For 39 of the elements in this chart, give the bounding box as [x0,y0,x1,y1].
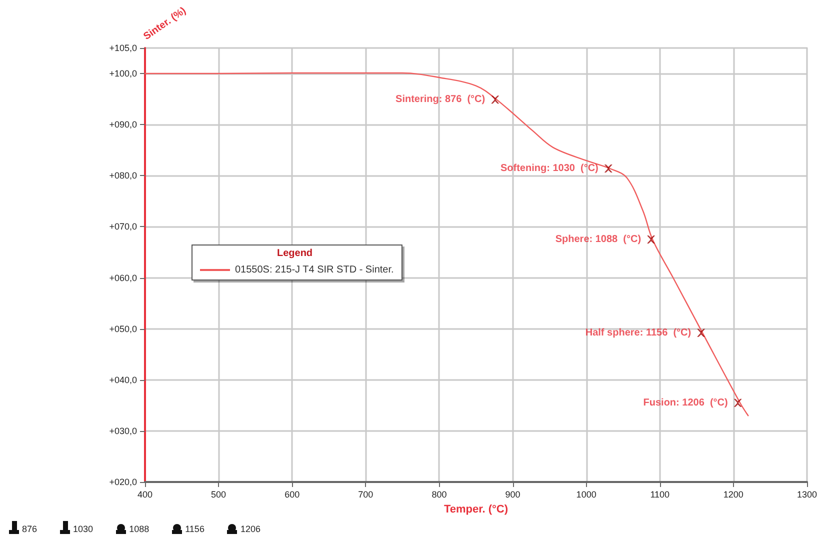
x-tick-label: 700 [358,490,374,500]
point [604,164,612,172]
annotation: Fusion: 1206 (°C) [643,397,728,408]
y-tick-label: +070,0 [109,222,137,232]
point [491,96,500,104]
y-tick-label: +030,0 [109,426,137,436]
x-tick-label: 600 [284,490,300,500]
text: 1156 [185,524,204,534]
x-tick-label: 500 [211,490,226,500]
text: 1206 [240,524,260,534]
annotation: Half sphere: 1156 (°C) [585,327,692,338]
y-tick-label: +020,0 [109,477,137,487]
x-axis-title: Temper. (°C) [444,504,508,516]
y-tick-label: +060,0 [109,272,137,283]
annotation: Sphere: 1088 (°C) [555,234,642,245]
y-tick-label: +105,0 [109,43,137,53]
text: 1088 [129,524,150,534]
line-series [144,72,749,416]
y-tick-label: +080,0 [109,170,137,181]
x-tick-label: 1100 [650,490,670,500]
x-tick-label: 900 [505,490,520,500]
y-tick-label: +040,0 [109,374,137,385]
y-tick-label: +090,0 [109,120,137,130]
y-tick-label: +100,0 [109,68,137,79]
x-tick-label: 1300 [796,490,818,500]
text: 1030 [73,524,94,534]
x-tick-label: 1000 [576,490,596,500]
legend-label: 01550S: 215-J T4 SIR STD - Sinter. [235,264,394,276]
annotation: Sintering: 876 (°C) [396,94,486,106]
point [697,328,706,337]
x-tick-label: 800 [432,490,447,500]
x-tick-label: 1200 [723,490,744,500]
point [647,235,656,244]
text: 876 [22,524,38,534]
point [734,398,742,407]
x-tick-label: 400 [137,490,153,500]
annotation: Softening: 1030 (°C) [500,163,598,174]
y-tick-label: +050,0 [109,324,137,334]
legend-title: Legend [276,248,313,259]
